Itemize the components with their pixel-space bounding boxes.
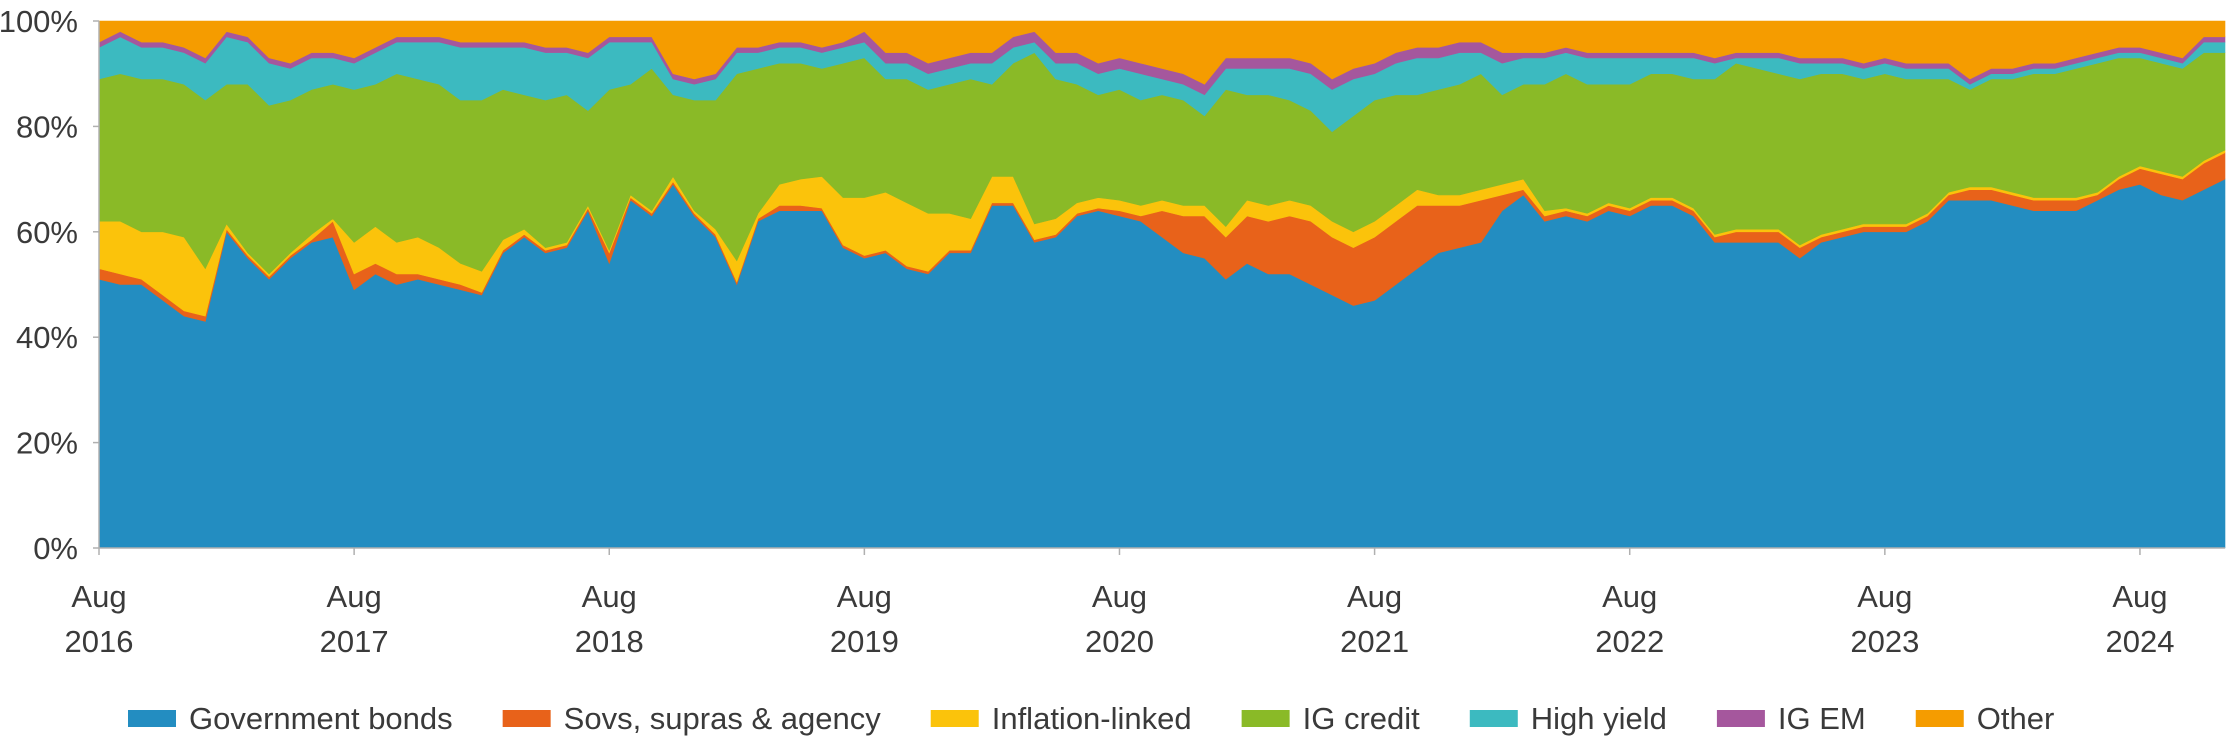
- x-tick-label: Aug 2024: [2105, 579, 2174, 659]
- legend-label: Other: [1977, 701, 2055, 736]
- x-tick-label: Aug 2019: [830, 579, 899, 659]
- legend-swatch: [128, 710, 176, 727]
- y-tick-label: 20%: [16, 426, 78, 461]
- y-tick-label: 80%: [16, 109, 78, 144]
- legend-swatch: [930, 710, 979, 727]
- legend-swatch: [1241, 710, 1290, 727]
- legend-label: Sovs, supras & agency: [564, 701, 882, 736]
- x-tick-label: Aug 2017: [320, 579, 389, 659]
- y-tick-label: 40%: [16, 320, 78, 355]
- x-tick-label: Aug 2022: [1595, 579, 1664, 659]
- legend-swatch: [1716, 710, 1765, 727]
- legend-swatch: [1469, 710, 1518, 727]
- area: [98, 20, 2226, 85]
- legend-swatch: [502, 710, 551, 727]
- legend-swatch: [1915, 710, 1964, 727]
- legend-label: IG EM: [1778, 701, 1866, 736]
- y-tick-label: 0%: [33, 531, 78, 566]
- x-tick-label: Aug 2023: [1850, 579, 1919, 659]
- legend-label: Inflation-linked: [992, 701, 1192, 736]
- y-tick-label: 60%: [16, 215, 78, 250]
- x-tick-label: Aug 2018: [575, 579, 644, 659]
- x-tick-label: Aug 2021: [1340, 579, 1409, 659]
- legend-label: IG credit: [1303, 701, 1421, 736]
- x-tick-label: Aug 2020: [1085, 579, 1154, 659]
- x-tick-label: Aug 2016: [65, 579, 134, 659]
- legend-label: High yield: [1531, 701, 1667, 736]
- legend-label: Government bonds: [189, 701, 453, 736]
- y-tick-label: 100%: [0, 4, 78, 39]
